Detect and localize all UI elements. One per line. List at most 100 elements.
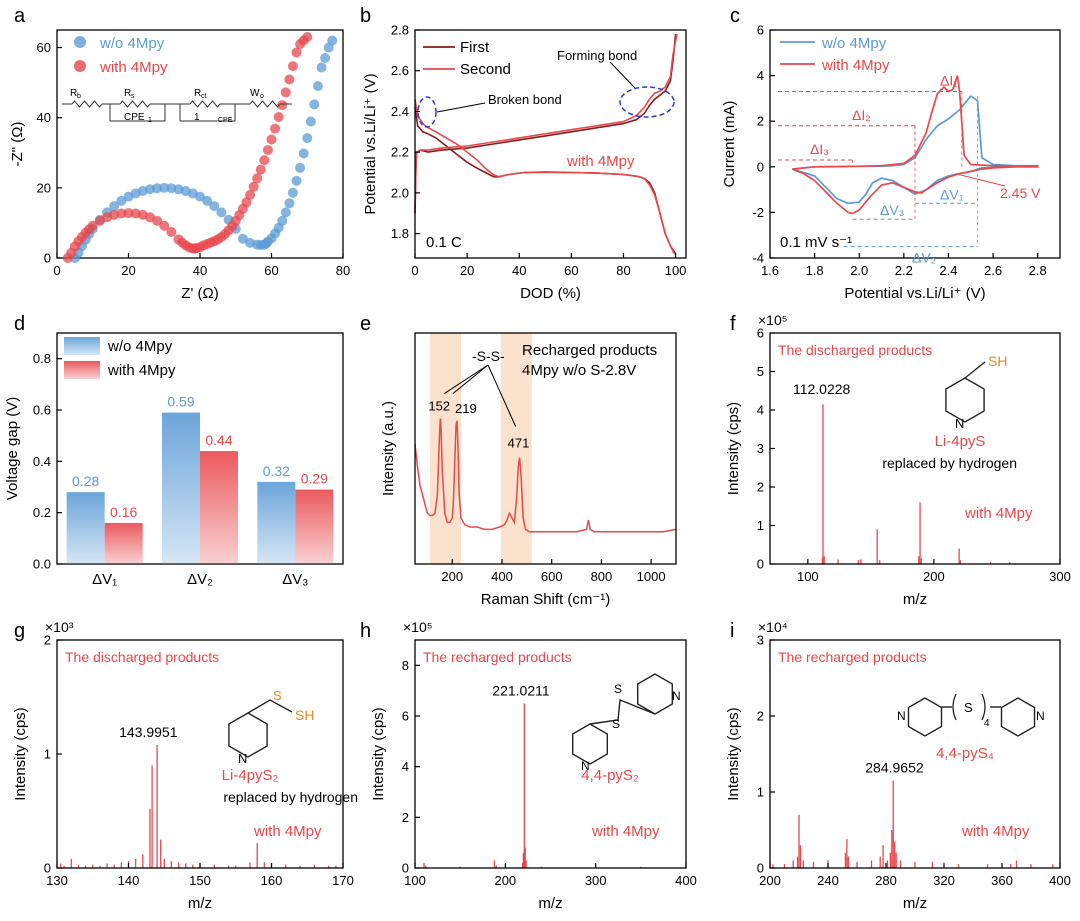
annotation: The recharged products xyxy=(423,649,572,665)
data-point xyxy=(302,32,313,43)
x-tick-label: 170 xyxy=(332,873,354,888)
bond-line xyxy=(247,699,293,714)
legend-swatch xyxy=(64,361,100,379)
circuit-wire xyxy=(110,103,166,122)
data-point xyxy=(123,208,134,219)
x-tick-label: 100 xyxy=(404,873,426,888)
annotation: with 4Mpy xyxy=(566,153,635,170)
compound-label: Li-4pyS xyxy=(935,433,986,450)
x-tick-label: 1000 xyxy=(637,569,666,584)
panel-i: i 200 240 280 320 360 400 0 1 2 3 m/z Intensity (cps… xyxy=(725,619,1071,912)
x-axis-label: Potential vs.Li/Li⁺ (V) xyxy=(844,285,985,302)
pyridine-ring xyxy=(1000,697,1036,737)
legend-swatch xyxy=(64,337,100,355)
x-tick-label: 300 xyxy=(585,873,607,888)
x-axis-label: m/z xyxy=(903,895,927,912)
x-tick-label: 240 xyxy=(817,873,839,888)
x-tick-label: 100 xyxy=(665,263,687,278)
atom-label: S xyxy=(964,700,973,715)
panel-label: a xyxy=(14,5,26,27)
series-line xyxy=(414,33,678,214)
annotation-arrow xyxy=(436,102,486,113)
x-tick-label: 400 xyxy=(491,569,513,584)
raman-spectrum xyxy=(414,418,677,533)
bond-line xyxy=(964,361,986,379)
y-tick-label: -4 xyxy=(752,251,764,266)
y-tick-label: 4 xyxy=(757,403,764,418)
y-tick-label: 2.0 xyxy=(391,185,409,200)
panel-a: a 0 20 40 60 80 0 20 40 60 Z' (Ω) -Z" (Ω) w/o 4Mpy wi… xyxy=(9,5,350,302)
y-axis-label: Intensity (cps) xyxy=(12,707,29,800)
y-tick-label: 2.8 xyxy=(391,23,409,38)
annotation: 4Mpy w/o S-2.8V xyxy=(522,362,636,379)
resistor xyxy=(249,100,281,108)
axes-frame xyxy=(769,29,1061,259)
panel-f: f 100 200 300 0 1 2 3 4 5 6 m/z Intensity (cps) ×10⁵ T… xyxy=(725,312,1071,608)
x-tick-label: 0 xyxy=(53,263,60,278)
data-point xyxy=(116,208,127,219)
x-tick-label: 60 xyxy=(264,263,278,278)
data-point xyxy=(159,182,170,193)
data-point xyxy=(202,195,213,206)
series-line xyxy=(414,107,677,255)
y-tick-label: 2 xyxy=(44,633,51,648)
compound-label: 4,4-pyS₄ xyxy=(936,745,994,762)
data-point xyxy=(245,189,256,200)
y-tick-label: 40 xyxy=(37,110,51,125)
bracket xyxy=(952,693,957,721)
scale-label: ×10⁴ xyxy=(758,619,788,635)
data-point xyxy=(312,81,323,92)
x-tick-label: 2.2 xyxy=(895,263,913,278)
circuit-label: R xyxy=(124,88,131,99)
y-tick-label: 2 xyxy=(757,114,764,129)
series-line xyxy=(414,99,676,255)
scale-label: ×10³ xyxy=(45,619,74,635)
annotation: Recharged products xyxy=(522,342,657,359)
annotation: The discharged products xyxy=(778,342,932,358)
panel-label: f xyxy=(730,313,736,335)
bar xyxy=(200,451,238,564)
panel-label: g xyxy=(14,620,25,642)
panel-d: d 0.0 0.2 0.4 0.6 0.8 Voltage gap (V) 0.28 0.16 Δ… xyxy=(4,313,344,588)
y-axis-label: Potential vs.Li/Li⁺ (V) xyxy=(362,73,379,214)
x-tick-label: 140 xyxy=(118,873,140,888)
atom-label: N xyxy=(1036,709,1045,723)
x-axis-label: m/z xyxy=(188,895,212,912)
circuit-label: CPE xyxy=(124,112,145,123)
resistor xyxy=(71,100,103,108)
peak-label: 143.9951 xyxy=(119,724,178,740)
data-point xyxy=(291,175,302,186)
x-axis-label: m/z xyxy=(903,591,927,608)
y-tick-label: 2.6 xyxy=(391,63,409,78)
bar-value-label: 0.44 xyxy=(205,432,232,448)
y-tick-label: 2.2 xyxy=(391,145,409,160)
y-tick-label: 1 xyxy=(757,785,764,800)
data-point xyxy=(87,220,98,231)
compound-label: Li-4pyS₂ xyxy=(222,767,279,784)
x-tick-label: 360 xyxy=(991,873,1013,888)
panel-g: g 130 140 150 160 170 0 1 2 m/z Intensity (cps) ×10… xyxy=(12,619,358,912)
bracket xyxy=(981,693,986,721)
bar xyxy=(257,481,296,564)
annotation: ΔV₂ xyxy=(912,250,936,266)
annotation: ΔI₂ xyxy=(852,107,871,123)
data-point xyxy=(316,62,327,73)
atom-label: S xyxy=(612,717,620,731)
annotation: replaced by hydrogen xyxy=(223,789,358,805)
highlight-band xyxy=(500,333,532,564)
circuit-wire xyxy=(179,103,190,121)
annotation: Broken bond xyxy=(488,92,562,107)
annotation: -S-S- xyxy=(472,348,505,364)
functional-group-label: SH xyxy=(295,707,314,723)
legend-label: with 4Mpy xyxy=(821,57,890,74)
y-tick-label: -2 xyxy=(752,205,764,220)
x-tick-label: 160 xyxy=(261,873,283,888)
pyridine-ring xyxy=(637,673,673,715)
x-axis-label: Raman Shift (cm⁻¹) xyxy=(481,591,611,608)
data-point xyxy=(259,155,270,166)
y-tick-label: 8 xyxy=(402,658,409,673)
data-point xyxy=(166,227,177,238)
y-axis-label: Intensity (a.u.) xyxy=(380,401,397,496)
